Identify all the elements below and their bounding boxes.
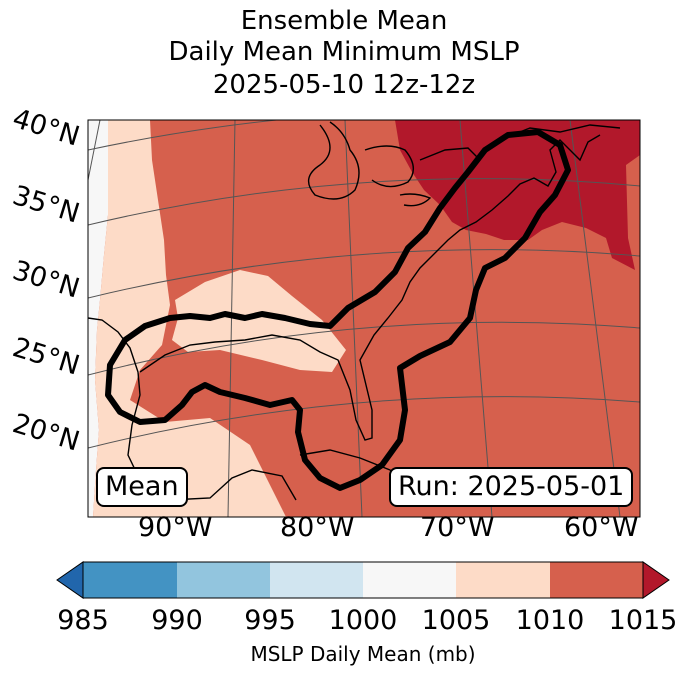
field-above-1015: [395, 120, 640, 270]
colorbar-tick-985: 985: [57, 605, 109, 636]
colorbar-1005-1010: [456, 562, 550, 598]
colorbar-tick-1015: 1015: [608, 605, 678, 636]
map-field: [88, 120, 640, 517]
mean-badge: Mean: [96, 467, 188, 507]
colorbar-985-990: [83, 562, 177, 598]
colorbar: [56, 561, 670, 599]
chart-title-line3: 2025-05-10 12z-12z: [212, 70, 476, 100]
contour-1005mb: [105, 129, 571, 491]
field-1005-1010-gulf: [172, 270, 346, 372]
lon-label-90w: 90°W: [138, 512, 213, 543]
lon-label-80w: 80°W: [280, 512, 355, 543]
map-frame: [87, 119, 641, 518]
colorbar-frame: [82, 561, 644, 599]
colorbar-995-1000: [270, 562, 363, 598]
lon-label-70w: 70°W: [420, 512, 495, 543]
colorbar-label: MSLP Daily Mean (mb): [250, 642, 476, 666]
chart-title-line2: Daily Mean Minimum MSLP: [168, 37, 520, 67]
colorbar-extend-low: [56, 561, 84, 599]
chart-title-line1: Ensemble Mean: [240, 6, 448, 36]
lon-label-60w: 60°W: [564, 512, 639, 543]
colorbar-tick-1005: 1005: [421, 605, 491, 636]
colorbar-1010-1015: [550, 562, 643, 598]
colorbar-tick-990: 990: [151, 605, 203, 636]
colorbar-tick-995: 995: [244, 605, 296, 636]
colorbar-extend-high: [642, 561, 670, 599]
colorbar-tick-1010: 1010: [515, 605, 585, 636]
colorbar-990-995: [177, 562, 270, 598]
field-1005-1010-west: [93, 120, 286, 517]
field-1000-1005: [88, 120, 108, 517]
colorbar-1000-1005: [363, 562, 456, 598]
colorbar-tick-1000: 1000: [328, 605, 398, 636]
run-date-badge: Run: 2025-05-01: [389, 467, 634, 507]
